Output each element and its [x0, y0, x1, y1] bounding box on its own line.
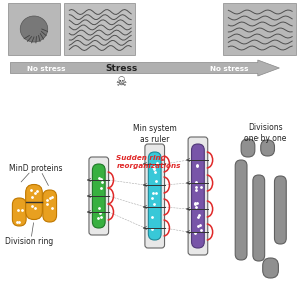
Text: MinD proteins: MinD proteins — [9, 164, 63, 172]
FancyBboxPatch shape — [92, 164, 105, 228]
FancyBboxPatch shape — [261, 140, 274, 156]
FancyBboxPatch shape — [253, 175, 265, 261]
FancyBboxPatch shape — [26, 185, 42, 220]
Ellipse shape — [20, 16, 48, 42]
Text: Min system
as ruler: Min system as ruler — [133, 124, 177, 144]
Text: Sudden ring
reorganizations: Sudden ring reorganizations — [116, 155, 181, 169]
Bar — [8, 3, 59, 55]
FancyBboxPatch shape — [241, 139, 255, 157]
FancyBboxPatch shape — [43, 190, 57, 222]
FancyBboxPatch shape — [235, 160, 247, 260]
FancyBboxPatch shape — [263, 258, 278, 278]
FancyBboxPatch shape — [148, 152, 161, 240]
Text: Division ring: Division ring — [5, 237, 53, 247]
Text: ☠: ☠ — [116, 76, 127, 89]
FancyArrow shape — [11, 60, 279, 76]
FancyBboxPatch shape — [89, 157, 109, 235]
Bar — [224, 3, 296, 55]
FancyBboxPatch shape — [274, 176, 286, 244]
Text: No stress: No stress — [210, 66, 249, 72]
Bar — [64, 3, 135, 55]
Text: Stress: Stress — [105, 64, 137, 73]
Text: Divisions
one by one: Divisions one by one — [244, 123, 287, 143]
FancyBboxPatch shape — [12, 198, 26, 226]
Text: No stress: No stress — [27, 66, 66, 72]
FancyBboxPatch shape — [191, 144, 204, 248]
FancyBboxPatch shape — [188, 137, 208, 255]
FancyBboxPatch shape — [145, 144, 164, 248]
